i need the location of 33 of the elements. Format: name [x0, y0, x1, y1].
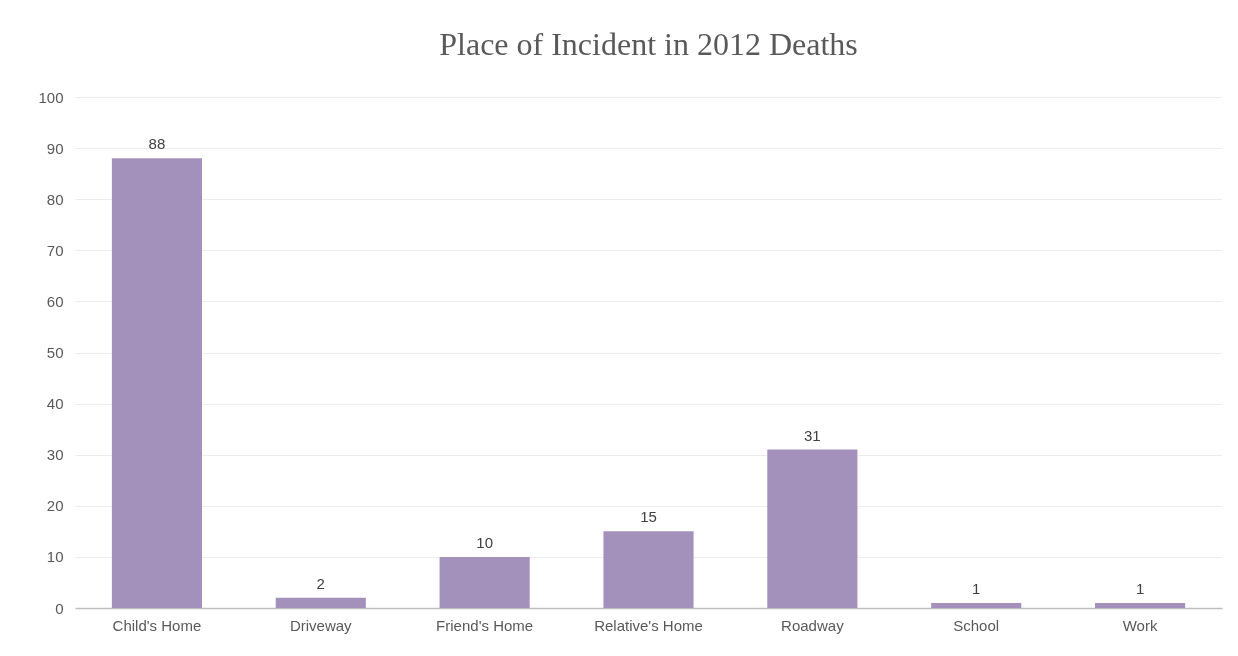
- y-tick-label: 20: [46, 497, 64, 515]
- y-tick-label: 10: [46, 548, 64, 566]
- y-tick-label: 40: [46, 395, 64, 413]
- y-tick-label: 70: [46, 241, 64, 259]
- data-label: 10: [476, 533, 493, 551]
- bar: [603, 531, 694, 608]
- y-tick-label: 50: [46, 344, 64, 361]
- data-label: 15: [640, 508, 657, 526]
- y-tick-label: 30: [46, 446, 64, 464]
- y-tick-label: 0: [55, 599, 64, 617]
- bar: [767, 449, 858, 608]
- x-tick-label: School: [953, 616, 1000, 634]
- bar: [1095, 602, 1186, 608]
- bar: [111, 158, 202, 608]
- y-tick-label: 80: [46, 190, 64, 208]
- y-tick-label: 90: [46, 139, 64, 157]
- data-label: 31: [804, 426, 821, 444]
- x-tick-label: Work: [1122, 616, 1158, 634]
- chart-title: Place of Incident in 2012 Deaths: [439, 26, 858, 62]
- y-tick-label: 100: [38, 88, 64, 106]
- bar: [931, 602, 1022, 608]
- bar: [439, 556, 530, 608]
- x-tick-label: Relative's Home: [594, 616, 703, 634]
- y-tick-label: 60: [46, 292, 64, 310]
- data-label: 1: [972, 579, 981, 597]
- data-label: 88: [148, 135, 166, 153]
- x-tick-label: Child's Home: [112, 616, 202, 634]
- x-tick-label: Roadway: [781, 616, 845, 634]
- x-tick-label: Driveway: [289, 616, 353, 634]
- data-label: 1: [1135, 579, 1145, 597]
- x-tick-label: Friend's Home: [436, 616, 534, 634]
- data-label: 2: [316, 574, 325, 592]
- bar: [275, 597, 366, 608]
